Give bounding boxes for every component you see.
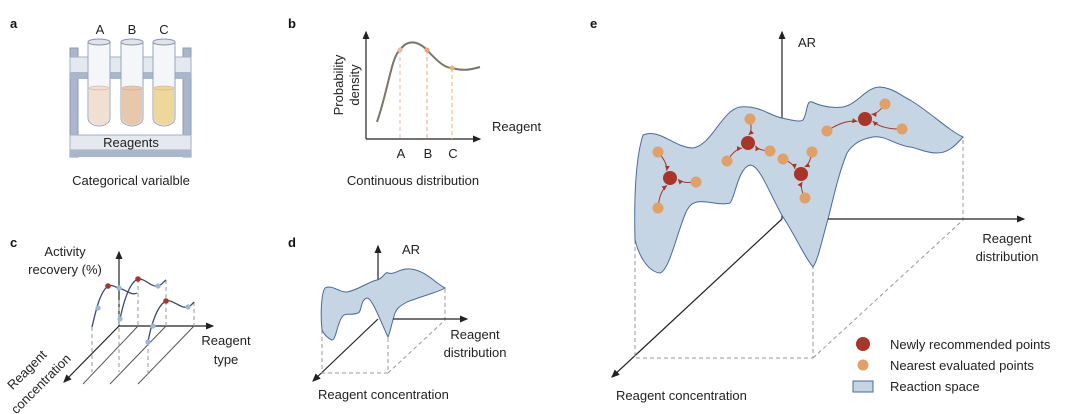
legend-evaluated-point-icon: [857, 359, 869, 371]
evaluated-point: [652, 146, 664, 158]
x-label-2: type: [214, 352, 239, 367]
evaluated-point: [721, 155, 733, 167]
y-label-1: Probability: [331, 54, 346, 115]
panel-label-e: e: [590, 16, 597, 31]
evaluated-point: [879, 98, 891, 110]
y-label: AR: [798, 35, 816, 50]
legend-new-point-icon: [856, 337, 870, 351]
test-tube: [87, 38, 111, 127]
legend-evaluated-points: Nearest evaluated points: [890, 358, 1034, 373]
tube-label-b: B: [128, 22, 137, 37]
reagent-liquid: [89, 88, 109, 125]
panel-b: b Probability density Reagent A B C Cont…: [288, 16, 542, 188]
test-tube: [120, 38, 144, 127]
panel-e: e AR Reagent distribution Reagent concen…: [590, 16, 1051, 403]
y-label: AR: [402, 242, 420, 257]
drop-lines: [634, 137, 964, 359]
recommended-point: [663, 171, 677, 185]
x-label-1: Reagent: [201, 333, 251, 348]
caption-a: Categorical varialble: [72, 173, 190, 188]
density-curve: [376, 41, 481, 123]
panel-label-c: c: [10, 235, 17, 250]
panel-c: c Activity recovery (%) Reagent type Rea…: [4, 235, 251, 414]
point-c: [449, 65, 455, 71]
tick-c: C: [448, 146, 457, 161]
panel-label-b: b: [288, 16, 296, 31]
legend-reaction-space: Reaction space: [890, 379, 980, 394]
x-label-1: Reagent: [450, 327, 500, 342]
caption-b: Continuous distribution: [347, 173, 479, 188]
point-a: [397, 47, 403, 53]
curve-points: [95, 276, 191, 345]
recommended-point: [858, 112, 872, 126]
evaluated-point: [896, 123, 908, 135]
x-label-2: distribution: [444, 345, 507, 360]
x-label-1: Reagent: [982, 231, 1032, 246]
y-label-2: density: [347, 64, 362, 106]
grid-lines: [82, 325, 195, 385]
test-tube: [152, 38, 176, 127]
legend-new-points: Newly recommended points: [890, 337, 1051, 352]
z-label: Reagent concentration: [318, 387, 449, 402]
z-axis: [312, 318, 379, 382]
evaluated-point: [744, 113, 756, 125]
legend-surface-icon: [852, 380, 874, 393]
evaluated-point: [764, 145, 776, 157]
tube-label-c: C: [159, 22, 168, 37]
y-label-2: recovery (%): [28, 262, 102, 277]
x-label-2: distribution: [976, 249, 1039, 264]
z-axis: [611, 218, 783, 378]
evaluated-point: [777, 153, 789, 165]
z-axis: [63, 325, 120, 383]
reaction-surface: [320, 268, 447, 341]
evaluated-point: [690, 176, 702, 188]
tick-b: B: [424, 146, 433, 161]
y-label-1: Activity: [44, 244, 86, 259]
response-curves: [91, 278, 195, 343]
panel-a: a A B C Reagents Categorical varialble: [10, 16, 192, 188]
recommended-point: [794, 167, 808, 181]
panel-label-d: d: [288, 235, 296, 250]
panel-d: d AR Reagent distribution Reagent concen…: [288, 235, 506, 402]
reagent-liquid: [122, 88, 142, 125]
evaluated-point: [652, 202, 664, 214]
evaluated-point: [821, 125, 833, 137]
drop-lines: [91, 279, 195, 374]
tube-label-a: A: [96, 22, 105, 37]
legend: Newly recommended points Nearest evaluat…: [852, 337, 1051, 394]
x-label: Reagent: [492, 119, 542, 134]
z-label: Reagent concentration: [616, 388, 747, 403]
point-b: [424, 47, 430, 53]
drop-lines: [321, 288, 446, 374]
recommended-point: [741, 136, 755, 150]
evaluated-point: [806, 146, 818, 158]
reagent-liquid: [154, 88, 174, 125]
panel-label-a: a: [10, 16, 18, 31]
rack-label: Reagents: [103, 135, 159, 150]
scatter-points: [652, 98, 908, 214]
tick-a: A: [397, 146, 406, 161]
evaluated-point: [799, 192, 811, 204]
